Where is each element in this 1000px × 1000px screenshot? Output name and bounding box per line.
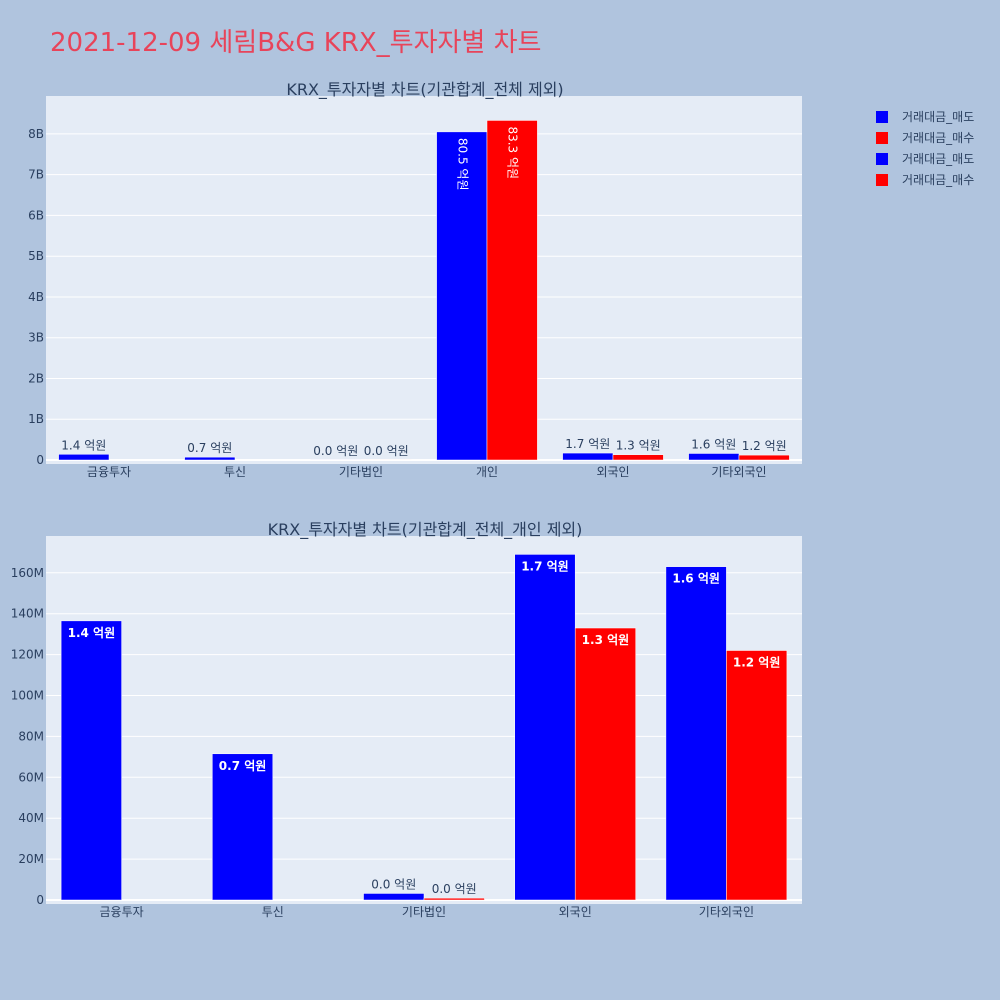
data-label: 1.2 억원 xyxy=(733,656,781,670)
y-tick-label: 2B xyxy=(28,371,44,385)
bar-sell-3[interactable] xyxy=(514,554,576,901)
legend-swatch-sell-2 xyxy=(876,152,888,165)
data-label: 1.3 억원 xyxy=(582,633,630,647)
y-tick-label: 120M xyxy=(11,648,44,662)
x-tick-label: 기타외국인 xyxy=(699,905,754,919)
legend-item-buy-2[interactable]: 거래대금_매수 xyxy=(876,169,974,190)
data-label: 1.7 억원 xyxy=(521,559,569,573)
chart-title: KRX_투자자별 차트(기관합계_전체 제외) xyxy=(286,80,563,100)
data-label: 0.0 억원 xyxy=(371,877,416,891)
data-label: 0.7 억원 xyxy=(219,759,267,773)
bar-buy-2[interactable] xyxy=(423,897,485,901)
x-tick-label: 투신 xyxy=(262,905,284,919)
legend-swatch-sell-1 xyxy=(876,110,888,123)
data-label: 0.0 억원 xyxy=(364,444,409,458)
data-label: 1.4 억원 xyxy=(68,626,116,640)
data-label: 0.0 억원 xyxy=(313,444,358,458)
data-label: 1.7 억원 xyxy=(565,437,610,451)
legend-item-sell-2[interactable]: 거래대금_매도 xyxy=(876,148,974,169)
x-tick-label: 외국인 xyxy=(559,905,592,919)
y-tick-label: 100M xyxy=(11,689,44,703)
x-tick-label: 금융투자 xyxy=(87,465,131,479)
bar-sell-1[interactable] xyxy=(184,456,236,461)
bar-buy-3[interactable] xyxy=(574,627,636,901)
legend-swatch-buy-2 xyxy=(876,173,888,186)
x-tick-label: 투신 xyxy=(224,465,246,479)
page-title: 2021-12-09 세림B&G KRX_투자자별 차트 xyxy=(50,28,542,58)
data-label: 1.3 억원 xyxy=(616,439,661,453)
bar-sell-3[interactable] xyxy=(436,131,488,461)
legend-label-sell-1: 거래대금_매도 xyxy=(902,110,975,124)
bar-buy-5[interactable] xyxy=(738,454,790,461)
plot-area-1 xyxy=(46,96,802,464)
y-tick-label: 3B xyxy=(28,331,44,345)
x-tick-label: 외국인 xyxy=(596,465,629,479)
legend-label-buy-2: 거래대금_매수 xyxy=(902,173,975,187)
y-tick-label: 6B xyxy=(28,208,44,222)
data-label: 1.2 억원 xyxy=(742,439,787,453)
x-tick-label: 기타외국인 xyxy=(711,465,766,479)
data-label: 1.6 억원 xyxy=(691,437,736,451)
y-tick-label: 40M xyxy=(18,811,44,825)
y-tick-label: 4B xyxy=(28,290,44,304)
y-tick-label: 20M xyxy=(18,852,44,866)
legend-label-buy-1: 거래대금_매수 xyxy=(902,131,975,145)
x-tick-label: 금융투자 xyxy=(100,905,144,919)
data-label: 1.6 억원 xyxy=(672,572,720,586)
y-tick-label: 1B xyxy=(28,412,44,426)
y-tick-label: 80M xyxy=(18,729,44,743)
bar-sell-0[interactable] xyxy=(58,454,110,461)
data-label: 1.4 억원 xyxy=(61,438,106,452)
y-tick-label: 160M xyxy=(11,566,44,580)
bar-buy-4[interactable] xyxy=(726,650,788,901)
chart-2: 0 20M 40M 60M 80M 100M 120M 140M 160M KRX_투자자별 차트… xyxy=(11,520,802,919)
legend-item-buy-1[interactable]: 거래대금_매수 xyxy=(876,127,974,148)
chart-1: 0 1B 2B 3B 4B 5B 6B 7B 8B KRX_투자자별 차트(기관합계_전체 제외)… xyxy=(28,80,802,479)
legend-label-sell-2: 거래대금_매도 xyxy=(902,152,975,166)
bar-buy-4[interactable] xyxy=(612,454,664,461)
data-label: 80.5 억원 xyxy=(455,138,469,191)
y-tick-label: 0 xyxy=(36,453,44,467)
y-tick-label: 5B xyxy=(28,249,44,263)
bar-sell-1[interactable] xyxy=(212,753,274,901)
bar-sell-4[interactable] xyxy=(665,566,727,901)
legend-item-sell-1[interactable]: 거래대금_매도 xyxy=(876,106,974,127)
bar-sell-5[interactable] xyxy=(688,453,740,461)
data-label: 0.0 억원 xyxy=(432,882,477,896)
bar-sell-0[interactable] xyxy=(60,620,122,901)
y-tick-label: 60M xyxy=(18,770,44,784)
data-label: 0.7 억원 xyxy=(187,441,232,455)
y-tick-label: 140M xyxy=(11,607,44,621)
bar-buy-3[interactable] xyxy=(486,120,538,461)
data-label: 83.3 억원 xyxy=(506,126,520,179)
bar-sell-2[interactable] xyxy=(363,893,425,901)
x-tick-label: 기타법인 xyxy=(339,465,383,479)
x-tick-label: 개인 xyxy=(476,465,498,479)
y-tick-label: 0 xyxy=(36,893,44,907)
y-tick-label: 8B xyxy=(28,127,44,141)
chart-title: KRX_투자자별 차트(기관합계_전체_개인 제외) xyxy=(268,520,583,540)
y-tick-label: 7B xyxy=(28,168,44,182)
legend-swatch-buy-1 xyxy=(876,131,888,144)
bar-sell-4[interactable] xyxy=(562,452,614,461)
x-tick-label: 기타법인 xyxy=(402,905,446,919)
legend[interactable]: 거래대금_매도 거래대금_매수 거래대금_매도 거래대금_매수 xyxy=(876,106,974,190)
